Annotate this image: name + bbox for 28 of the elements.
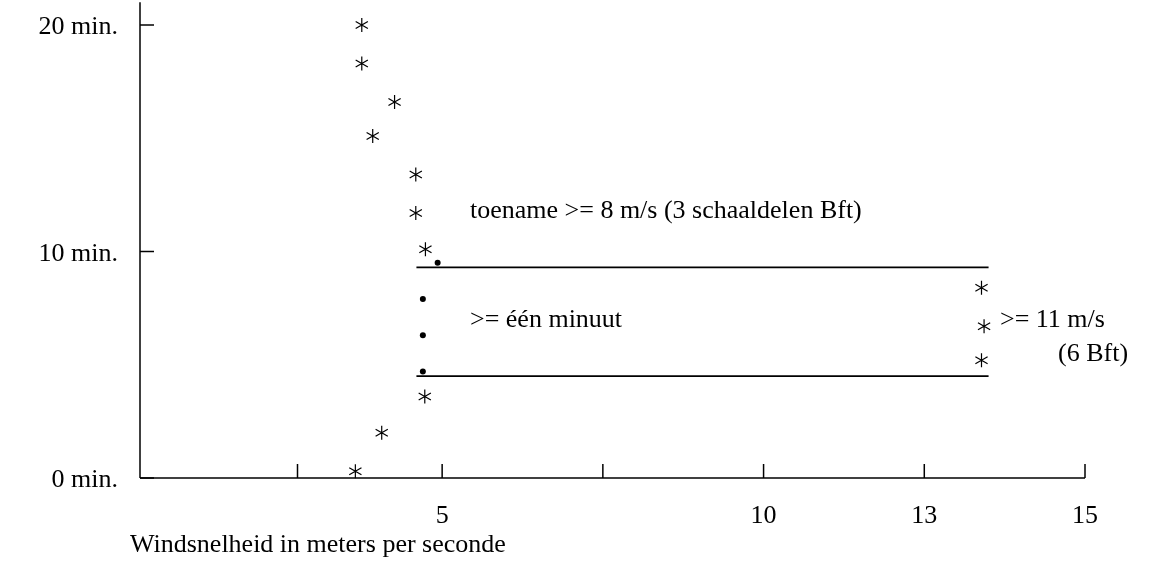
x-tick-label: 5 bbox=[435, 500, 449, 529]
point bbox=[366, 128, 380, 144]
point bbox=[419, 332, 426, 339]
point bbox=[974, 280, 989, 296]
point bbox=[974, 352, 989, 368]
x-axis-title: Windsnelheid in meters per seconde bbox=[130, 529, 506, 558]
point bbox=[355, 55, 369, 72]
point bbox=[387, 94, 402, 110]
point bbox=[434, 259, 441, 266]
y-tick-label: 10 min. bbox=[38, 237, 118, 267]
annotation: >= één minuut bbox=[470, 304, 623, 333]
x-tick-label: 13 bbox=[911, 500, 938, 529]
point bbox=[418, 241, 433, 257]
annotation: >= 11 m/s (6 Bft) bbox=[1000, 304, 1129, 367]
point bbox=[409, 166, 423, 183]
annotation: toename >= 8 m/s (3 schaaldelen Bft) bbox=[470, 195, 862, 224]
x-tick-label: 15 bbox=[1072, 500, 1098, 529]
x-tick-label: 10 bbox=[750, 500, 777, 529]
point bbox=[418, 388, 432, 405]
y-tick-label: 0 min. bbox=[51, 464, 118, 494]
point bbox=[419, 368, 426, 375]
point bbox=[348, 463, 363, 479]
point bbox=[977, 318, 991, 334]
point bbox=[375, 425, 389, 441]
point bbox=[419, 296, 426, 303]
point bbox=[409, 205, 423, 221]
point bbox=[355, 17, 369, 33]
y-tick-label: 20 min. bbox=[38, 11, 118, 41]
